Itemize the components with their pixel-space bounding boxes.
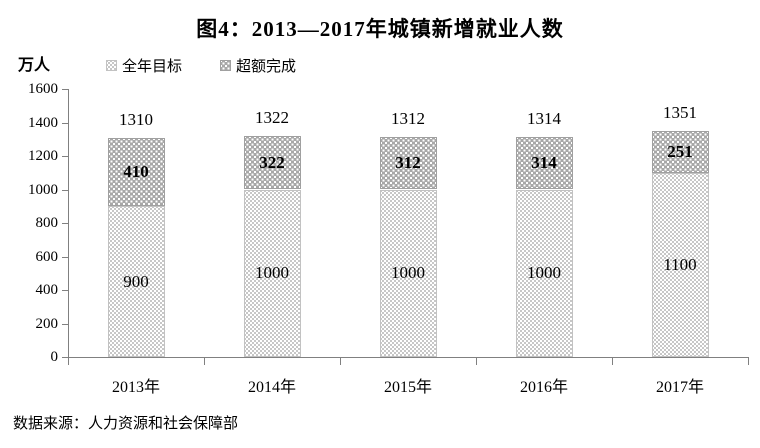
bar-segment-target — [243, 189, 301, 357]
x-category-label: 2014年 — [247, 379, 296, 396]
target-value-label: 1000 — [391, 263, 425, 283]
bar-segment-target — [515, 189, 573, 357]
y-tick — [62, 290, 68, 291]
excess-value-label: 314 — [531, 153, 557, 173]
excess-value-label: 322 — [259, 152, 285, 172]
source-note: 数据来源：人力资源和社会保障部 — [13, 414, 239, 432]
x-tick — [204, 358, 205, 365]
bar-segment-excess — [379, 137, 437, 190]
x-category-label: 2015年 — [383, 379, 432, 396]
y-tick — [62, 357, 68, 358]
legend-swatch-excess-icon — [220, 60, 232, 71]
target-value-label: 900 — [123, 271, 149, 291]
legend-label-excess: 超额完成 — [236, 57, 297, 75]
bar-segment-excess — [243, 135, 301, 190]
y-tick-label: 1600 — [28, 81, 58, 97]
y-tick-label: 1000 — [28, 181, 58, 198]
x-category-label: 2016年 — [519, 379, 568, 396]
bar-segment-excess — [651, 130, 709, 173]
target-value-label: 1000 — [255, 263, 289, 283]
excess-value-label: 410 — [123, 161, 149, 181]
bar-segment-excess — [515, 136, 573, 190]
y-tick — [62, 122, 68, 124]
y-tick-label: 800 — [35, 215, 59, 231]
total-value-label: 1312 — [391, 109, 425, 129]
y-tick — [62, 223, 68, 224]
x-tick — [476, 358, 477, 365]
x-category-label: 2017年 — [655, 379, 704, 396]
total-value-label: 1351 — [663, 102, 697, 122]
excess-value-label: 312 — [395, 153, 421, 173]
bar-segment-target — [379, 189, 437, 357]
bar-segment-target — [107, 206, 165, 357]
bar-segment-excess — [107, 137, 165, 207]
y-axis-unit-label: 万人 — [18, 55, 51, 74]
y-tick-label: 1200 — [28, 148, 58, 164]
y-tick-label: 200 — [35, 315, 59, 332]
y-tick-label: 400 — [35, 282, 59, 298]
total-value-label: 1310 — [119, 109, 153, 129]
y-tick-label: 1400 — [28, 114, 58, 131]
y-tick-label: 0 — [50, 349, 59, 365]
x-category-label: 2013年 — [111, 379, 160, 396]
y-tick — [62, 189, 68, 191]
target-value-label: 1100 — [663, 254, 697, 274]
legend: 全年目标 超额完成 — [106, 55, 296, 76]
total-value-label: 1314 — [527, 108, 561, 128]
chart-title: 图4：2013—2017年城镇新增就业人数 — [196, 17, 564, 41]
legend-item-target: 全年目标 — [106, 55, 182, 76]
excess-value-label: 251 — [667, 141, 693, 161]
y-tick — [62, 256, 68, 258]
x-tick — [340, 358, 341, 365]
legend-swatch-target-icon — [106, 60, 117, 71]
x-tick — [68, 358, 69, 365]
y-tick — [62, 89, 68, 90]
bar-segment-target — [651, 172, 709, 357]
x-axis-line — [68, 357, 749, 358]
y-axis-line — [68, 89, 69, 358]
y-tick-label: 600 — [35, 248, 59, 265]
legend-item-excess: 超额完成 — [220, 55, 296, 76]
total-value-label: 1322 — [255, 107, 289, 127]
x-tick — [748, 358, 749, 365]
legend-label-target: 全年目标 — [122, 57, 183, 75]
target-value-label: 1000 — [527, 263, 561, 283]
y-tick — [62, 156, 68, 157]
y-tick — [62, 323, 68, 325]
x-tick — [612, 358, 613, 365]
